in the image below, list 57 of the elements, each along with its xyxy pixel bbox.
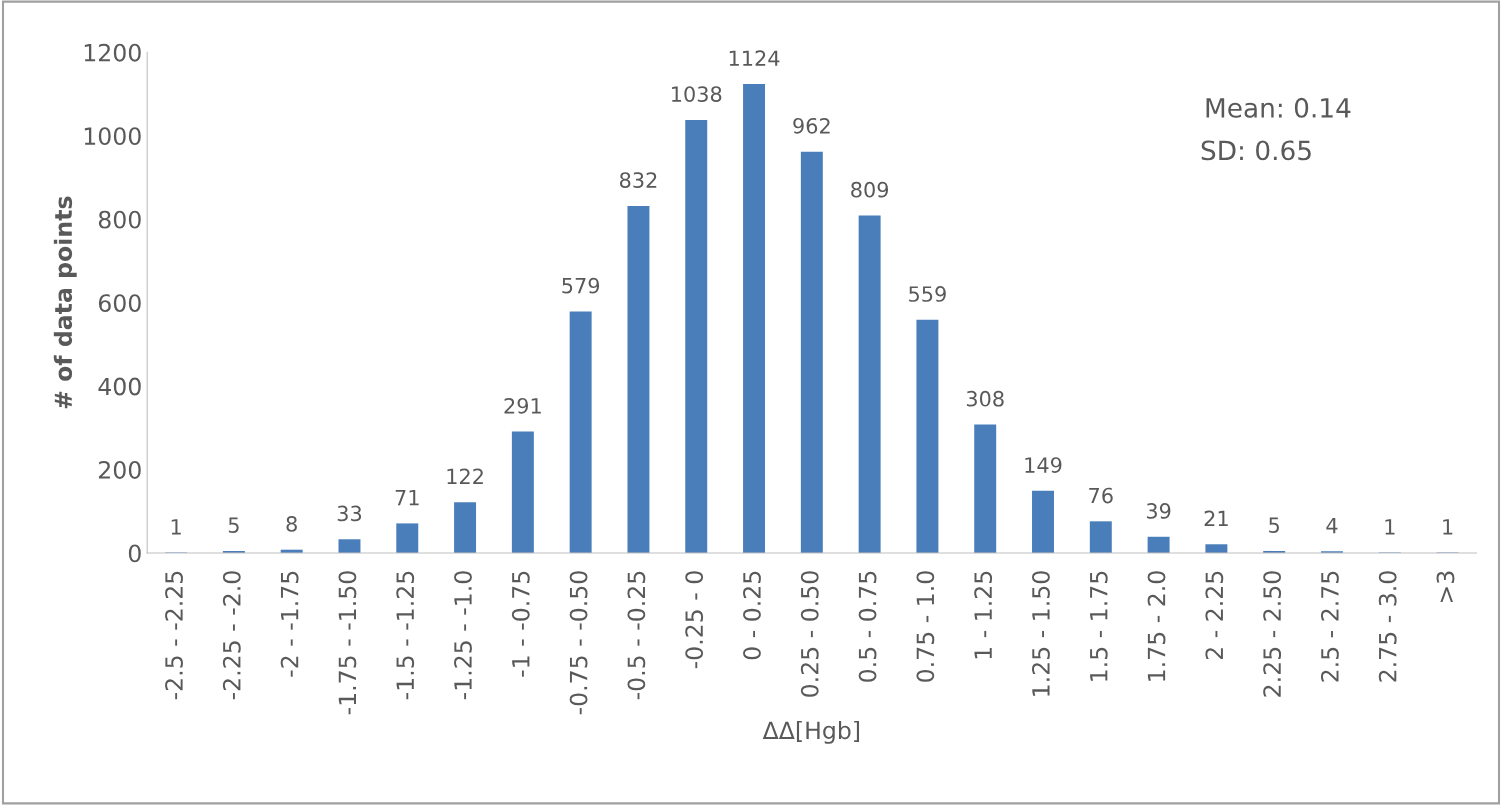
annotation: Mean: 0.14	[1206, 97, 1351, 118]
data-label: 149	[1025, 457, 1062, 473]
data-label: 1	[171, 519, 181, 535]
x-tick-label: -1.25 - -1.0	[454, 571, 472, 700]
data-label: 559	[909, 286, 946, 302]
x-tick-label: -2 - -1.75	[280, 571, 299, 677]
data-label: 308	[966, 390, 1004, 407]
x-tick-label: 2 - 2.25	[1205, 571, 1224, 660]
annotation: SD: 0.65	[1201, 140, 1311, 161]
data-label: 962	[793, 117, 830, 134]
x-tick-label: 0 - 0.25	[743, 571, 761, 660]
data-label: 21	[1204, 510, 1228, 527]
y-tick-label: 1000	[84, 127, 141, 146]
y-tick-label: 0	[128, 544, 141, 563]
data-label: 33	[337, 505, 362, 522]
data-label: 1	[1443, 519, 1453, 535]
x-tick-label: -0.75 - -0.50	[569, 571, 588, 715]
x-tick-label: 1.5 - 1.75	[1090, 571, 1108, 681]
data-label: 71	[395, 490, 419, 506]
data-label: 122	[447, 468, 483, 484]
x-tick-label: 1.75 - 2.0	[1147, 571, 1166, 681]
x-tick-label: 0.5 - 0.75	[858, 571, 877, 682]
y-tick-label: 400	[98, 377, 141, 396]
data-label: 832	[619, 172, 657, 188]
x-tick-label: 2.75 - 3.0	[1378, 571, 1397, 682]
x-tick-label: -2.25 - -2.0	[222, 571, 241, 700]
x-tick-label: 2.5 - 2.75	[1320, 571, 1339, 682]
data-label: 5	[228, 517, 239, 534]
data-label: 8	[286, 516, 297, 532]
data-label: 4	[1326, 517, 1338, 534]
data-label: 1124	[729, 50, 780, 66]
data-label: 39	[1146, 503, 1171, 519]
x-tick-label: >3	[1436, 571, 1455, 603]
x-tick-label: -0.5 - -0.25	[627, 571, 646, 700]
x-tick-label: -1 - -0.75	[511, 571, 530, 677]
data-label: 579	[562, 277, 600, 294]
y-axis-title: # of data points	[53, 196, 77, 409]
x-tick-label: 0.25 - 0.50	[800, 571, 819, 697]
y-tick-label: 800	[98, 210, 141, 229]
x-tick-label: 2.25 - 2.50	[1263, 571, 1282, 697]
data-label: 76	[1089, 487, 1113, 504]
x-tick-label: -2.5 - -2.25	[165, 571, 183, 700]
y-tick-label: 600	[98, 294, 141, 312]
x-tick-label: 1.25 - 1.50	[1032, 571, 1050, 696]
y-tick-label: 1200	[84, 43, 141, 62]
data-label: 5	[1269, 517, 1279, 534]
x-tick-label: 0.75 - 1.0	[916, 571, 935, 682]
data-label: 1	[1385, 519, 1395, 535]
x-axis-title: ΔΔ[Hgb]	[762, 720, 860, 744]
x-tick-label: 1 - 1.25	[974, 571, 993, 659]
data-label: 1038	[672, 86, 722, 102]
x-tick-label: -0.25 - 0	[685, 571, 704, 669]
x-tick-label: -1.5 - -1.25	[396, 571, 415, 700]
data-label: 291	[504, 397, 541, 414]
x-tick-label: -1.75 - -1.50	[338, 571, 357, 715]
data-label: 809	[851, 181, 889, 198]
y-tick-label: 200	[99, 461, 141, 479]
